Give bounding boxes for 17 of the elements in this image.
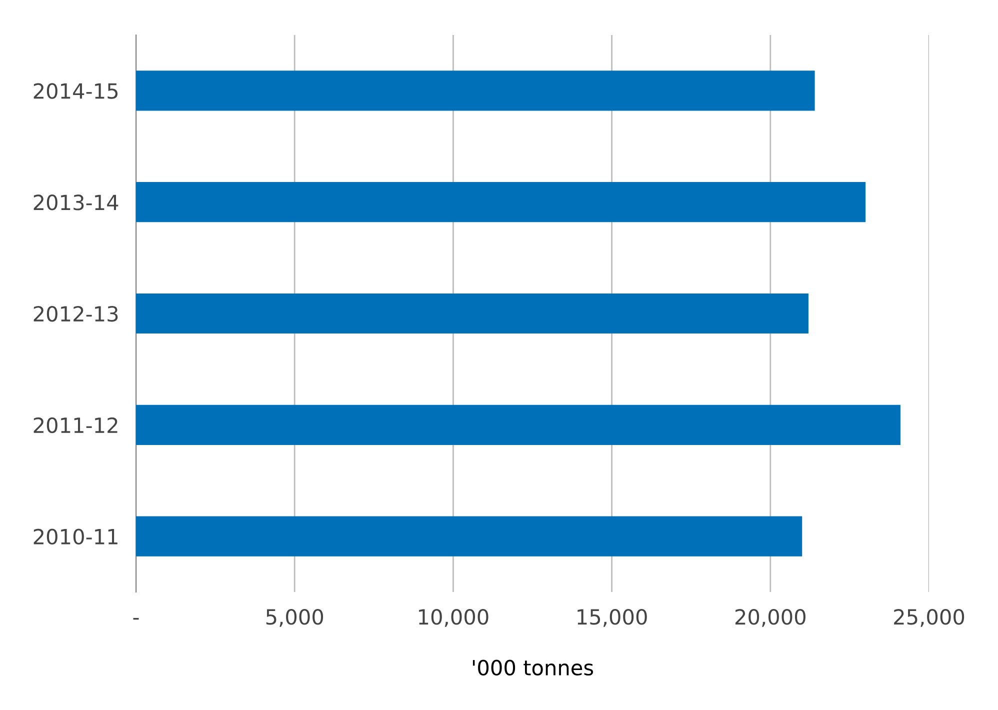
y-tick-label: 2014-15 [34, 83, 118, 99]
y-tick-label: 2010-11 [34, 528, 118, 545]
bar [136, 293, 808, 334]
y-tick-label: 2013-14 [34, 194, 118, 210]
x-tick-label: 25,000 [894, 609, 964, 627]
x-tick-label: 15,000 [578, 609, 647, 627]
bar [136, 70, 815, 111]
y-tick-label: 2011-12 [34, 417, 118, 434]
bar [136, 404, 900, 445]
x-tick-label: 5,000 [266, 609, 324, 627]
x-tick-label: 10,000 [419, 609, 488, 627]
x-axis-title: '000 tonnes [472, 660, 594, 676]
y-tick-label: 2012-13 [34, 306, 118, 322]
x-tick-label: 20,000 [735, 609, 806, 627]
bar [136, 182, 866, 222]
bar [136, 516, 802, 556]
x-tick-label: - [133, 618, 139, 620]
